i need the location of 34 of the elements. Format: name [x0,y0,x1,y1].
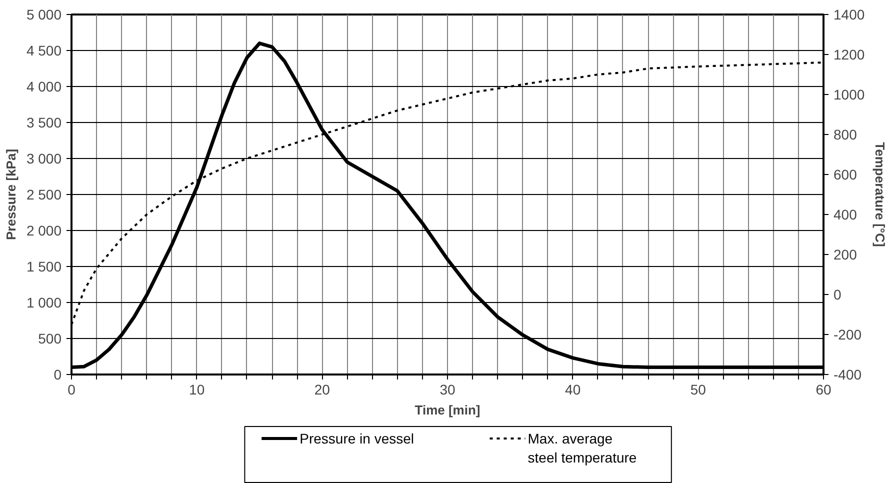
line-series [72,42,824,370]
y-tick-label: 4 000 [26,78,62,94]
y-tick-label: 3 500 [26,114,62,130]
y2-tick-label: -400 [834,366,862,382]
x-tick-label: 0 [68,382,76,398]
y-tick-label: 1 000 [26,294,62,310]
x-tick-label: 60 [816,382,832,398]
y2-tick-label: 1200 [834,46,865,62]
y2-tick-label: 600 [834,166,858,182]
x-tick-label: 20 [314,382,330,398]
x-tick-label: 30 [440,382,456,398]
legend-label: Pressure in vessel [300,430,414,446]
y2-tick-label: 1400 [834,6,865,22]
y-tick-label: 1 500 [26,258,62,274]
y-tick-label: 2 000 [26,222,62,238]
y2-tick-label: 400 [834,206,858,222]
y-axis-title: Pressure [kPa] [3,148,18,240]
y-tick-label: 4 500 [26,42,62,58]
y2-tick-label: 200 [834,246,858,262]
x-tick-label: 50 [690,382,706,398]
y-tick-label: 500 [38,330,62,346]
x-axis-title: Time [min] [414,402,480,418]
x-tick-label: 40 [565,382,581,398]
legend-label: Max. average steel temperature [528,430,637,466]
y2-tick-label: 800 [834,126,858,142]
y2-tick-label: 0 [834,286,842,302]
y2-tick-label: -200 [834,326,862,342]
x-tick-label: 10 [189,382,205,398]
y-tick-label: 2 500 [26,186,62,202]
y-tick-label: 5 000 [26,6,62,22]
y2-axis-title: Temperature [°C] [872,142,888,247]
y2-tick-label: 1000 [834,86,865,102]
y-tick-label: 0 [54,366,62,382]
y-tick-label: 3 000 [26,150,62,166]
